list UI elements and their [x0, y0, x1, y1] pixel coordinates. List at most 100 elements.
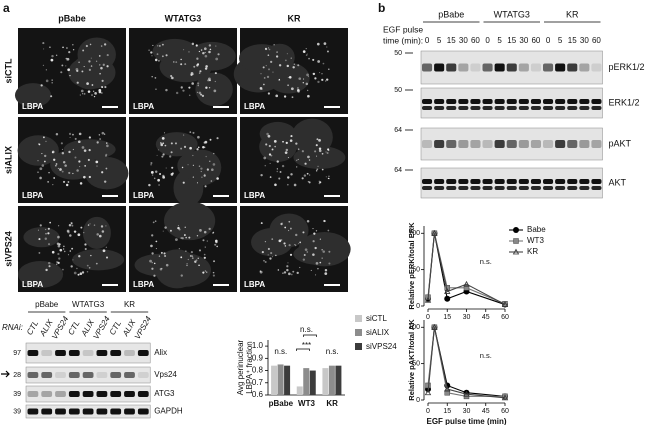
- bar: [271, 365, 278, 395]
- speckle: [192, 154, 194, 157]
- speckle: [48, 243, 50, 246]
- band: [530, 63, 541, 72]
- speckle: [319, 181, 322, 184]
- band: [434, 99, 445, 104]
- speckle: [59, 168, 62, 171]
- band: [555, 186, 566, 190]
- speckle: [71, 223, 73, 225]
- time-label: 0: [485, 36, 490, 45]
- speckle: [302, 231, 305, 234]
- image-label: LBPA: [133, 102, 154, 111]
- band: [555, 63, 566, 72]
- panel-label: b: [378, 1, 385, 15]
- speckle: [51, 79, 53, 81]
- speckle: [42, 64, 45, 67]
- speckle: [88, 266, 91, 269]
- speckle: [321, 78, 324, 81]
- speckle: [47, 232, 50, 235]
- band: [446, 106, 457, 110]
- speckle: [295, 142, 298, 145]
- band: [55, 391, 66, 397]
- speckle: [321, 248, 323, 251]
- speckle: [170, 74, 173, 78]
- band: [579, 179, 590, 184]
- band: [470, 186, 481, 190]
- speckle: [326, 50, 329, 53]
- speckle: [69, 136, 71, 139]
- band: [434, 186, 445, 190]
- speckle: [314, 274, 317, 276]
- band: [591, 106, 602, 110]
- speckle: [309, 174, 311, 176]
- speckle: [302, 82, 304, 84]
- speckle: [163, 252, 166, 255]
- speckle: [39, 176, 42, 180]
- speckle: [283, 242, 286, 245]
- speckle: [169, 155, 172, 158]
- speckle: [162, 230, 164, 232]
- speckle: [106, 54, 109, 57]
- speckle: [98, 234, 102, 238]
- speckle: [260, 222, 263, 225]
- speckle: [89, 223, 91, 225]
- band: [124, 350, 135, 356]
- band: [579, 99, 590, 104]
- band: [530, 140, 541, 148]
- speckle: [72, 148, 74, 151]
- marker: [444, 295, 451, 302]
- band: [434, 179, 445, 184]
- speckle: [151, 267, 154, 270]
- speckle: [45, 228, 47, 231]
- speckle: [93, 224, 96, 226]
- speckle: [39, 224, 42, 227]
- y-tick-label: 100: [408, 324, 420, 331]
- y-tick-label: 0.9: [252, 353, 264, 362]
- band: [82, 372, 94, 378]
- speckle: [208, 44, 212, 47]
- protein-label: pERK1/2: [609, 62, 645, 72]
- speckle: [62, 268, 64, 271]
- speckle: [321, 257, 323, 259]
- band: [422, 140, 433, 148]
- speckle: [161, 136, 165, 140]
- speckle: [71, 247, 74, 250]
- legend-swatch: [355, 343, 362, 350]
- speckle: [204, 140, 208, 144]
- band: [470, 99, 481, 104]
- speckle: [298, 77, 302, 80]
- band: [110, 350, 122, 356]
- speckle: [293, 63, 295, 65]
- speckle: [38, 143, 41, 146]
- speckle: [45, 79, 49, 83]
- speckle: [288, 220, 291, 223]
- speckle: [45, 140, 47, 143]
- speckle: [211, 168, 214, 172]
- speckle: [45, 268, 48, 272]
- speckle: [164, 144, 167, 147]
- speckle: [88, 175, 91, 179]
- speckle: [305, 82, 309, 86]
- band: [434, 63, 445, 72]
- band: [110, 391, 122, 397]
- band: [567, 179, 578, 184]
- speckle: [269, 257, 272, 260]
- speckle: [81, 271, 85, 274]
- speckle: [183, 49, 185, 51]
- speckle: [200, 170, 202, 173]
- speckle: [51, 54, 54, 58]
- speckle: [41, 153, 43, 155]
- speckle: [270, 154, 273, 157]
- speckle: [83, 92, 86, 95]
- band: [543, 179, 554, 184]
- speckle: [61, 148, 63, 150]
- speckle: [216, 245, 218, 248]
- bar: [284, 365, 291, 395]
- speckle: [212, 274, 215, 277]
- speckle: [324, 269, 328, 272]
- x-axis-label: EGF pulse time (min): [426, 417, 506, 425]
- speckle: [177, 225, 179, 227]
- speckle: [267, 92, 271, 95]
- speckle: [203, 230, 207, 234]
- speckle: [98, 88, 102, 92]
- band: [506, 140, 517, 148]
